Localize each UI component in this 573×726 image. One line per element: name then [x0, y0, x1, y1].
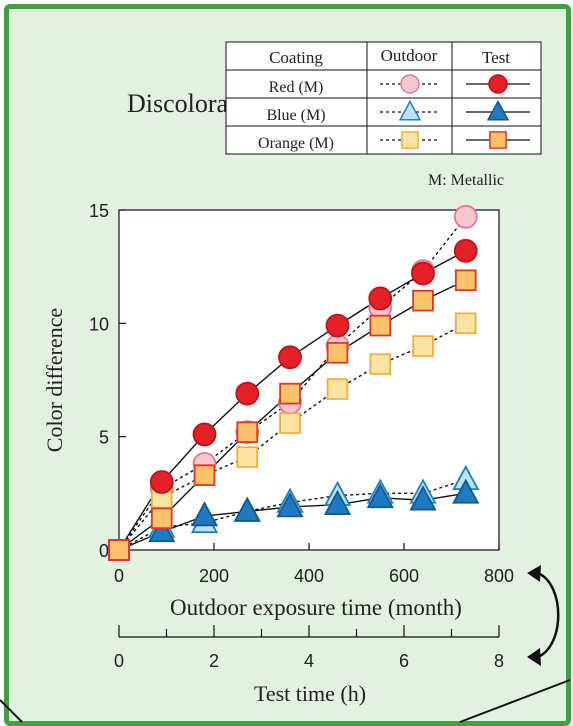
legend-table: Coating Outdoor Test Red (M) Blue (M) Or… — [225, 41, 542, 155]
data-point — [279, 382, 301, 405]
legend-row-orange-label: Orange (M) — [258, 135, 334, 152]
y-tick-label: 15 — [89, 201, 109, 221]
data-point — [236, 446, 259, 468]
data-point — [453, 238, 478, 263]
data-point — [411, 261, 435, 286]
data-point — [453, 204, 478, 229]
legend-header-outdoor: Outdoor — [381, 46, 438, 65]
legend-row-red-label: Red (M) — [269, 79, 324, 96]
legend-outdoor-marker — [400, 74, 420, 94]
data-point — [326, 341, 349, 364]
data-point — [235, 381, 260, 406]
x-tick-label: 600 — [389, 566, 419, 586]
data-point — [193, 464, 216, 486]
axes: 0 200 400 600 800 0 5 10 15 0 2 4 6 8 — [89, 201, 514, 671]
series-line-2 — [118, 479, 466, 551]
data-point — [192, 422, 217, 447]
legend-test-marker — [489, 131, 507, 149]
x-tick-label: 0 — [114, 566, 124, 586]
data-point — [323, 489, 352, 515]
x2-tick-label: 8 — [494, 651, 504, 671]
data-point — [454, 312, 477, 335]
legend-test-marker — [486, 99, 510, 121]
data-point — [108, 539, 130, 561]
data-point — [412, 335, 434, 357]
data-point — [452, 478, 480, 504]
data-point — [366, 483, 394, 509]
data-point — [368, 286, 393, 311]
legend-test-marker — [488, 74, 508, 94]
series-layer — [108, 204, 480, 561]
x-axis-label: Outdoor exposure time (month) — [170, 595, 462, 620]
x2-tick-label: 2 — [209, 651, 219, 671]
y-tick-label: 10 — [89, 314, 109, 334]
callout-line-left — [0, 699, 23, 723]
x-tick-label: 800 — [484, 566, 514, 586]
data-point — [412, 289, 434, 312]
data-point — [233, 496, 261, 522]
legend-note: M: Metallic — [428, 172, 504, 189]
y-tick-label: 5 — [99, 428, 109, 448]
legend-outdoor-marker — [398, 99, 422, 121]
y-axis-label: Color difference — [42, 308, 67, 452]
callout-line-right — [459, 679, 571, 723]
x2-tick-label: 4 — [304, 651, 314, 671]
data-point — [409, 485, 437, 511]
x2-axis-label: Test time (h) — [254, 681, 366, 706]
data-point — [150, 507, 173, 530]
data-point — [369, 314, 392, 337]
data-point — [369, 353, 392, 375]
legend-samples — [380, 74, 530, 149]
data-point — [148, 517, 176, 543]
y-tick-label: 0 — [99, 541, 109, 561]
series-markers-5 — [108, 269, 477, 561]
legend-header-coating: Coating — [269, 48, 323, 67]
data-point — [279, 412, 301, 434]
legend-row-blue-label: Blue (M) — [266, 107, 325, 124]
legend-header-test: Test — [482, 48, 510, 67]
x2-tick-label: 0 — [114, 651, 124, 671]
data-point — [454, 269, 477, 292]
data-point — [325, 313, 350, 338]
legend-outdoor-marker — [401, 131, 419, 149]
x2-tick-label: 6 — [399, 651, 409, 671]
data-point — [326, 378, 349, 400]
data-point — [276, 492, 304, 518]
data-point — [149, 470, 174, 494]
x-tick-label: 200 — [199, 566, 229, 586]
data-point — [236, 421, 259, 443]
axis-link-arrow — [527, 565, 560, 666]
data-point — [278, 345, 302, 370]
data-point — [190, 501, 219, 527]
x-tick-label: 400 — [294, 566, 324, 586]
